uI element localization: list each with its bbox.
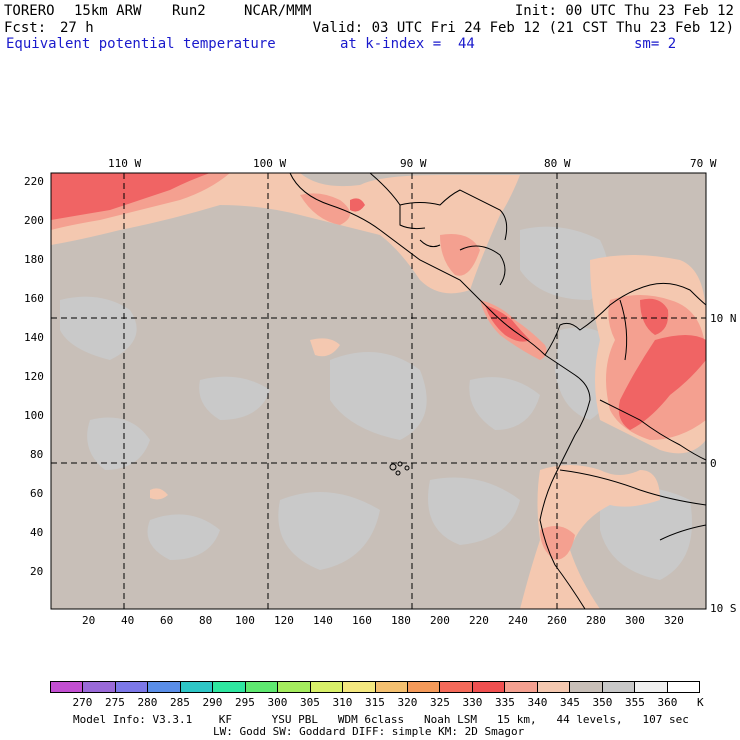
colorbar-label: 275 (105, 696, 125, 709)
colorbar-swatch (570, 682, 603, 692)
colorbar-swatch (440, 682, 473, 692)
x-tick: 60 (160, 614, 174, 627)
colorbar-swatch (245, 682, 279, 692)
org-label: NCAR/MMM (244, 3, 312, 19)
colorbar-label: 330 (462, 696, 483, 709)
theta-e-350-region (60, 226, 692, 580)
colorbar-swatch (667, 682, 700, 692)
x-tick: 160 (352, 614, 372, 627)
colorbar-unit: K (697, 696, 704, 709)
lat-tick-10s: 10 S (710, 602, 737, 615)
y-tick: 100 (24, 409, 44, 422)
model-name: TORERO (4, 3, 55, 19)
colorbar-label: 305 (300, 696, 320, 709)
x-tick: 100 (235, 614, 255, 627)
colorbar-label: 295 (235, 696, 255, 709)
colorbar-swatch (180, 682, 214, 692)
colorbar-swatch (148, 682, 181, 692)
colorbar-label: 345 (560, 696, 580, 709)
y-tick: 200 (24, 214, 44, 227)
coastlines (289, 172, 707, 610)
colorbar-swatch (278, 682, 311, 692)
x-tick: 80 (199, 614, 213, 627)
x-tick: 240 (508, 614, 528, 627)
y-tick: 120 (24, 370, 44, 383)
x-tick: 260 (547, 614, 567, 627)
graticule (51, 173, 706, 609)
forecast-hours: 27 h (60, 20, 94, 36)
y-tick: 140 (24, 331, 44, 344)
colorbar-label: 290 (202, 696, 223, 709)
x-tick: 40 (121, 614, 135, 627)
colorbar-label: 320 (397, 696, 418, 709)
run-label: Run2 (172, 3, 206, 19)
field-name: Equivalent potential temperature (6, 36, 276, 52)
colorbar-swatch (602, 682, 636, 692)
x-tick: 140 (313, 614, 333, 627)
lat-tick-0: 0 (710, 457, 717, 470)
y-tick: 180 (24, 253, 44, 266)
model-resolution: 15km ARW (74, 3, 142, 19)
colorbar-label: 335 (495, 696, 515, 709)
colorbar-swatch (115, 682, 149, 692)
colorbar-label: 300 (267, 696, 288, 709)
x-tick: 180 (391, 614, 411, 627)
x-tick: 20 (82, 614, 96, 627)
colorbar-label: 340 (527, 696, 548, 709)
colorbar-label: 280 (137, 696, 158, 709)
k-index: at k-index = 44 (340, 36, 475, 52)
init-time: Init: 00 UTC Thu 23 Feb 12 (514, 3, 734, 19)
x-tick: 280 (586, 614, 606, 627)
theta-e-330-region (51, 173, 706, 430)
colorbar-swatch (635, 682, 668, 692)
x-tick: 200 (430, 614, 450, 627)
colorbar-swatch (407, 682, 441, 692)
y-tick: 80 (30, 448, 44, 461)
colorbar-swatch (83, 682, 116, 692)
colorbar-swatch (51, 682, 84, 692)
colorbar-label: 355 (625, 696, 645, 709)
x-tick: 320 (664, 614, 684, 627)
colorbar-swatch (310, 682, 344, 692)
y-tick: 20 (30, 565, 44, 578)
colorbar-swatch (375, 682, 408, 692)
colorbar-swatch (213, 682, 246, 692)
colorbar-label: 310 (332, 696, 353, 709)
colorbar-swatch (537, 682, 571, 692)
y-tick: 220 (24, 175, 44, 188)
colorbar-label: 315 (365, 696, 385, 709)
smoothing: sm= 2 (634, 36, 677, 52)
model-info: Model Info: V3.3.1 KF YSU PBL WDM 6class… (73, 713, 689, 726)
colorbar-label: 270 (72, 696, 93, 709)
colorbar-swatch (505, 682, 538, 692)
forecast-label: Fcst: (4, 20, 47, 36)
galapagos-islands (389, 461, 410, 476)
lon-tick-100w: 100 W (253, 157, 287, 170)
lon-tick-110w: 110 W (108, 157, 142, 170)
colorbar-label: 360 (657, 696, 678, 709)
physics-info: LW: Godd SW: Goddard DIFF: simple KM: 2D… (213, 725, 525, 738)
lon-tick-80w: 80 W (544, 157, 571, 170)
colorbar-label: 350 (592, 696, 613, 709)
y-tick: 40 (30, 526, 44, 539)
x-tick: 300 (625, 614, 645, 627)
colorbar-label: 325 (430, 696, 450, 709)
x-tick: 120 (274, 614, 294, 627)
y-tick: 160 (24, 292, 44, 305)
lon-tick-70w: 70 W (690, 157, 717, 170)
colorbar-label: 285 (170, 696, 190, 709)
y-tick: 60 (30, 487, 44, 500)
lon-tick-90w: 90 W (400, 157, 427, 170)
lat-tick-10n: 10 N (710, 312, 737, 325)
colorbar-swatch (343, 682, 376, 692)
valid-time: Valid: 03 UTC Fri 24 Feb 12 (21 CST Thu … (312, 20, 734, 36)
colorbar-swatch (472, 682, 506, 692)
map-frame (50, 172, 707, 610)
colorbar (50, 681, 700, 693)
x-tick: 220 (469, 614, 489, 627)
